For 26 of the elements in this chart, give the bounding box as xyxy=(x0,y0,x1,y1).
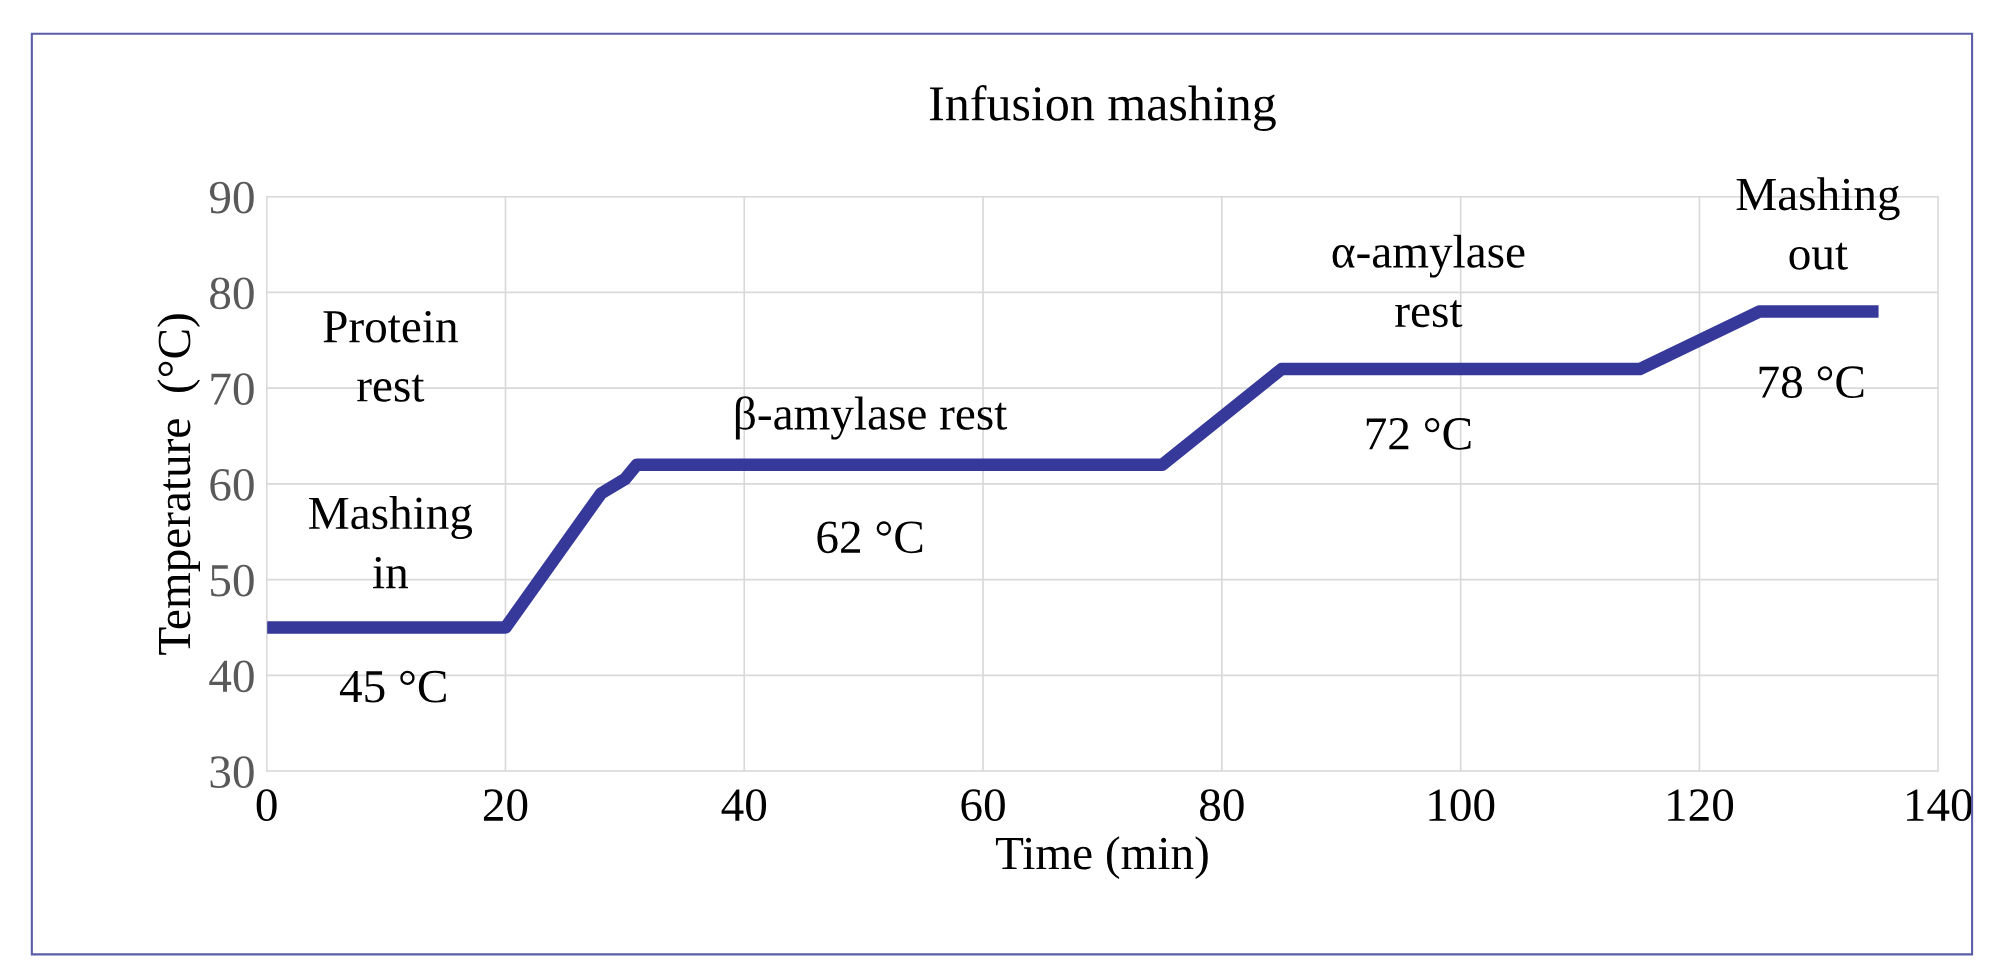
annotation: α-amylase rest xyxy=(1332,234,1525,328)
x-tick-label: 0 xyxy=(256,789,277,822)
annotation: Protein rest xyxy=(323,310,458,402)
y-tick-label: 70 xyxy=(211,373,254,406)
x-tick-label: 100 xyxy=(1429,789,1495,822)
y-tick-label: 30 xyxy=(210,756,254,789)
x-axis-title: Time (min) xyxy=(995,836,1208,880)
x-tick-label: 120 xyxy=(1668,789,1734,822)
annotation: 72 °C xyxy=(1366,417,1471,450)
annotation: β-amylase rest xyxy=(735,396,1008,440)
y-tick-label: 50 xyxy=(211,564,254,597)
annotation: 62 °C xyxy=(817,521,923,554)
y-tick-label: 90 xyxy=(209,181,254,214)
x-tick-label: 40 xyxy=(721,789,767,822)
y-axis-title: Temperature (°C) xyxy=(157,314,200,655)
y-tick-label: 60 xyxy=(210,468,254,501)
annotation: Mashing out xyxy=(1736,177,1900,270)
annotation: 45 °C xyxy=(339,670,446,703)
x-tick-label: 80 xyxy=(1200,789,1244,822)
chart-title: Infusion mashing xyxy=(929,85,1276,132)
y-tick-label: 40 xyxy=(209,660,254,693)
x-tick-label: 60 xyxy=(961,789,1005,822)
y-tick-label: 80 xyxy=(210,277,254,310)
annotation: Mashing in xyxy=(309,496,473,589)
annotation: 78 °C xyxy=(1759,366,1864,399)
x-tick-label: 20 xyxy=(483,789,528,822)
